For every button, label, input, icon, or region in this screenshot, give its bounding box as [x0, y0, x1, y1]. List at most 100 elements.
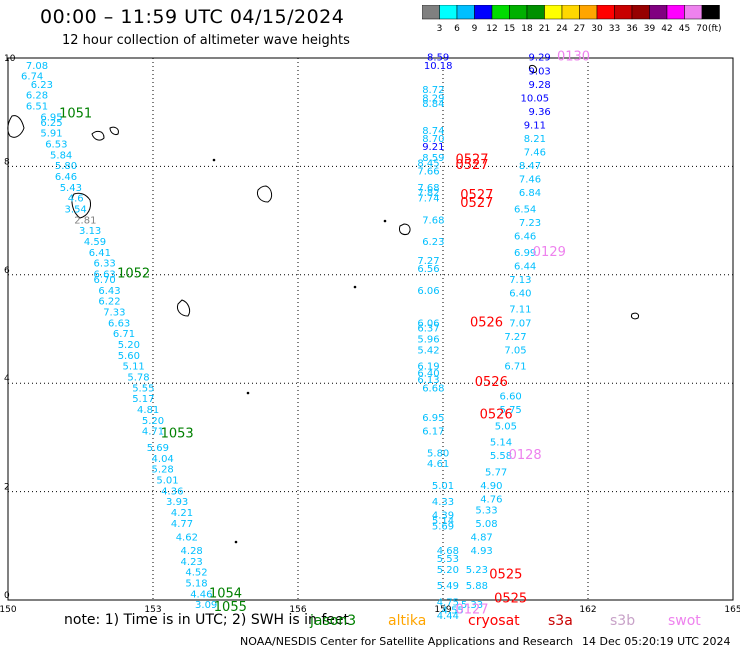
- wave-height-value: 6.84: [519, 188, 541, 199]
- wave-height-value: 5.69: [432, 522, 454, 533]
- wave-height-value: 4.90: [480, 481, 502, 492]
- wave-height-value: 4.52: [185, 568, 207, 579]
- wave-height-value: 5.18: [185, 578, 207, 589]
- wave-height-value: 6.46: [55, 172, 77, 183]
- wave-height-value: 5.33: [475, 505, 497, 516]
- wave-height-value: 4.62: [176, 532, 198, 543]
- track-label: 1054: [209, 586, 242, 601]
- wave-height-value: 5.78: [127, 372, 149, 383]
- mission-altika: altika: [388, 613, 427, 629]
- wave-height-value: 6.68: [422, 383, 444, 394]
- island-dot: [353, 285, 357, 289]
- wave-height-value: 4.44: [437, 611, 459, 622]
- wave-height-value: 6.63: [94, 270, 116, 281]
- wave-height-value: 6.99: [514, 248, 536, 259]
- color-scale-label: 6: [454, 24, 460, 34]
- y-tick-label: 8: [4, 157, 10, 167]
- color-scale-label: 42: [661, 24, 672, 34]
- wave-height-value: 6.06: [417, 318, 439, 329]
- wave-height-value: 6.25: [40, 118, 62, 129]
- wave-height-value: 9.11: [524, 120, 546, 131]
- track-label: 0128: [509, 448, 542, 463]
- wave-height-value: 10.05: [521, 93, 550, 104]
- wave-height-value: 4.21: [171, 508, 193, 519]
- wave-height-value: 6.54: [514, 204, 536, 215]
- track-label: 0527: [455, 153, 488, 168]
- wave-height-value: 6.46: [514, 232, 536, 243]
- wave-height-value: 5.20: [142, 416, 164, 427]
- wave-height-value: 9.28: [529, 80, 551, 91]
- color-scale-label: 18: [521, 24, 533, 34]
- track-label: 0527: [460, 188, 493, 203]
- wave-height-value: 6.95: [422, 413, 444, 424]
- wave-height-value: 7.66: [417, 167, 439, 178]
- wave-height-value: 6.23: [31, 80, 53, 91]
- wave-height-value: 7.74: [417, 194, 439, 205]
- color-scale-label: 39: [644, 24, 656, 34]
- wave-height-value: 5.20: [437, 565, 459, 576]
- footer-credit: NOAA/NESDIS Center for Satellite Applica…: [240, 635, 574, 648]
- wave-height-value: 5.69: [147, 443, 169, 454]
- page-subtitle: 12 hour collection of altimeter wave hei…: [62, 33, 350, 48]
- wave-height-value: 7.05: [504, 345, 526, 356]
- wave-height-value: 5.23: [466, 565, 488, 576]
- wave-height-value: 7.27: [417, 256, 439, 267]
- wave-height-value: 6.41: [89, 248, 111, 259]
- track-label: 0527: [455, 158, 488, 173]
- wave-height-value: 3.54: [65, 204, 87, 215]
- track-label: 1055: [214, 600, 247, 615]
- wave-height-value: 5.84: [50, 150, 72, 161]
- wave-height-value: 4.81: [137, 405, 159, 416]
- track-label: 0525: [489, 567, 522, 582]
- wave-height-value: 4.36: [161, 486, 183, 497]
- wave-height-value: 8.84: [422, 99, 444, 110]
- wave-height-value: 5.42: [417, 345, 439, 356]
- wave-height-value: 4.59: [84, 237, 106, 248]
- color-swatch: [701, 5, 720, 20]
- color-scale-label: 12: [486, 24, 497, 34]
- mission-cryosat: cryosat: [468, 613, 520, 629]
- wave-height-value: 8.70: [422, 134, 444, 145]
- wave-height-value: 5.11: [123, 362, 145, 373]
- color-scale-label: 21: [539, 24, 550, 34]
- wave-height-value: 4.68: [437, 546, 459, 557]
- wave-height-value: 6.28: [26, 91, 48, 102]
- wave-height-value: 4.61: [427, 459, 449, 470]
- wave-height-value: 7.82: [417, 188, 439, 199]
- wave-height-value: 4.33: [432, 497, 454, 508]
- color-scale-label: 27: [574, 24, 585, 34]
- color-scale-label: 15: [504, 24, 515, 34]
- wave-height-value: 6.60: [500, 391, 522, 402]
- color-scale-label: 33: [609, 24, 620, 34]
- track-label: 0129: [533, 245, 566, 260]
- wave-height-value: 5.80: [427, 448, 449, 459]
- wave-height-value: 6.37: [417, 324, 439, 335]
- wave-height-value: 7.33: [103, 307, 125, 318]
- wave-height-value: 6.06: [417, 286, 439, 297]
- wave-height-value: 6.74: [21, 72, 43, 83]
- chart-note: note: 1) Time is in UTC; 2) SWH is in fe…: [64, 612, 350, 628]
- wave-height-value: 5.49: [437, 581, 459, 592]
- color-scale-label: 3: [437, 24, 443, 34]
- track-label: 0526: [470, 315, 503, 330]
- land-outline: [109, 126, 119, 135]
- color-scale-label: 45: [679, 24, 690, 34]
- color-scale-bar: 3 6 9 12 15 18 21 24 27 30 33 36 39 42 45 70 (ft): [422, 5, 722, 34]
- x-tick-label: 162: [579, 605, 596, 615]
- wave-height-value: 6.56: [417, 264, 439, 275]
- wave-height-value: 4.23: [181, 557, 203, 568]
- page-title: 00:00 – 11:59 UTC 04/15/2024: [40, 6, 345, 28]
- wave-height-value: 5.80: [55, 161, 77, 172]
- wave-height-value: 5.91: [40, 129, 62, 140]
- x-tick-label: 153: [144, 605, 161, 615]
- wave-height-value: 7.68: [422, 215, 444, 226]
- wave-height-value: 4.76: [480, 494, 502, 505]
- wave-height-value: 9.36: [529, 107, 551, 118]
- mission-s3b: s3b: [610, 613, 636, 629]
- x-tick-label: 150: [0, 605, 17, 615]
- wave-height-value: 8.45: [417, 158, 439, 169]
- wave-height-value: 5.88: [466, 581, 488, 592]
- wave-height-value: 5.14: [432, 516, 454, 527]
- wave-height-value: 9.03: [529, 66, 551, 77]
